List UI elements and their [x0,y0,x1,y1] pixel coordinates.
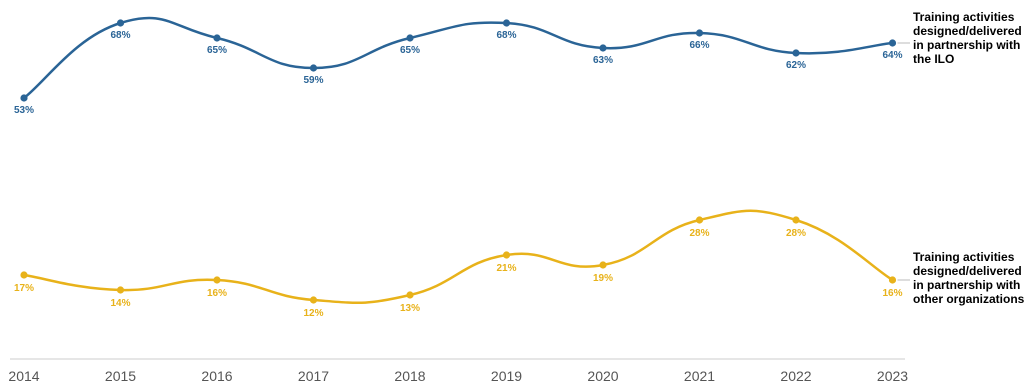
legend-label-other-organizations: Training activities designed/delivered i… [913,250,1025,306]
data-label: 17% [14,283,34,294]
data-label: 65% [400,45,420,56]
data-point [502,19,511,27]
data-label: 12% [303,308,323,319]
data-label: 13% [400,303,420,314]
data-label: 14% [110,298,130,309]
data-label: 16% [207,288,227,299]
data-point [213,276,221,284]
x-tick-label: 2016 [201,368,232,384]
data-label: 68% [496,30,516,41]
data-point [888,276,897,284]
x-tick-label: 2022 [780,368,811,384]
data-label: 21% [496,263,516,274]
data-label: 28% [689,228,709,239]
x-tick-label: 2014 [8,368,39,384]
data-point [406,34,414,42]
data-point [695,29,704,37]
x-tick-label: 2020 [587,368,618,384]
data-labels: 53% 68% 65% 59% 65% 68% 63% 66% 62% 64% 17% 14% 16% 1… [14,30,903,319]
data-label: 66% [689,40,709,51]
data-point [20,94,28,102]
data-label: 64% [882,50,902,61]
x-axis: 2014 2015 2016 2017 2018 2019 2020 2021 2022 2023 [8,358,908,384]
x-tick-label: 2019 [491,368,522,384]
data-point [695,216,704,224]
data-point [792,49,800,57]
data-point [599,44,607,52]
data-point [406,291,414,299]
x-tick-label: 2018 [394,368,425,384]
series-line-other-organizations [22,209,894,305]
x-tick-label: 2023 [877,368,908,384]
series-line-ilo [22,16,894,100]
data-label: 19% [593,273,613,284]
data-point [502,251,511,259]
x-tick-label: 2017 [298,368,329,384]
x-tick-label: 2015 [105,368,136,384]
data-label: 68% [110,30,130,41]
data-label: 65% [207,45,227,56]
data-point [888,39,897,47]
data-point [599,261,607,269]
legend-label-ilo: Training activities designed/delivered i… [913,10,1022,66]
legend-connectors [897,42,910,281]
data-label: 28% [786,228,806,239]
data-point [213,34,221,42]
data-point [116,19,125,27]
x-tick-label: 2021 [684,368,715,384]
data-label: 62% [786,60,806,71]
data-label: 53% [14,105,34,116]
data-point [792,216,800,224]
data-point [309,64,318,72]
data-point [116,286,125,294]
data-label: 63% [593,55,613,66]
series-layer [20,16,897,305]
data-label: 16% [882,288,902,299]
data-point [309,296,318,304]
data-label: 59% [303,75,323,86]
data-point [20,271,28,279]
